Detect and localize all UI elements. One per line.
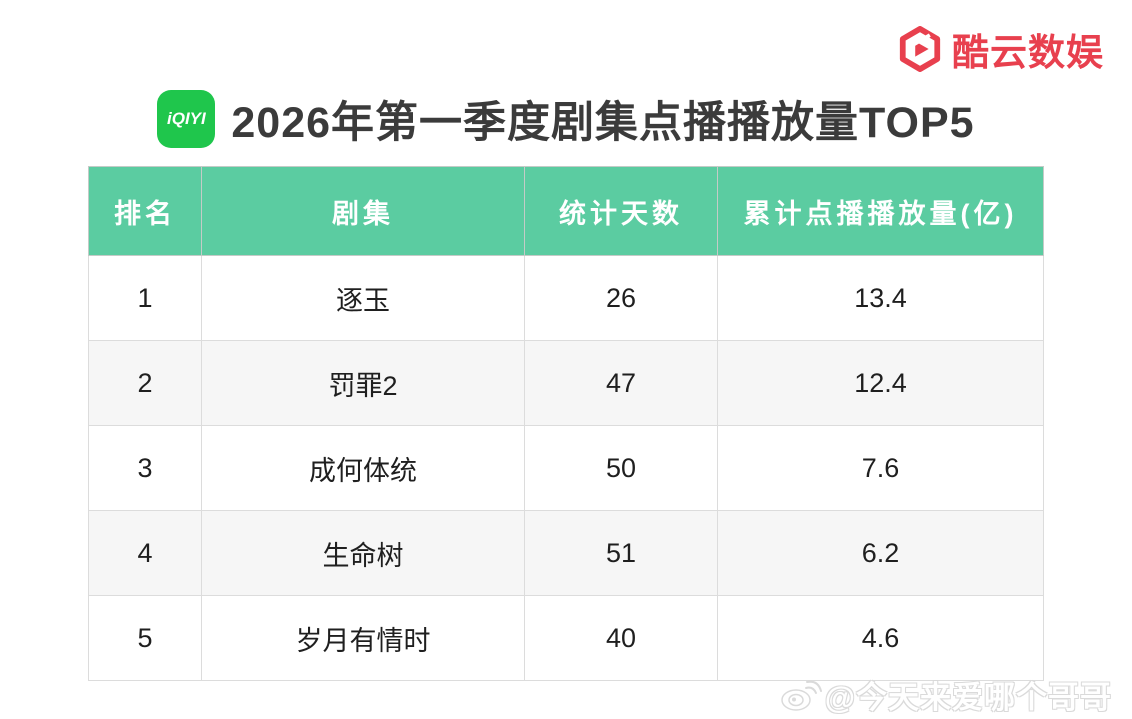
- cell-rank: 4: [88, 510, 202, 596]
- table-row: 2 罚罪2 47 12.4: [88, 340, 1044, 426]
- cell-views: 7.6: [717, 425, 1044, 511]
- table-header: 排名 剧集 统计天数 累计点播播放量(亿): [88, 166, 1044, 256]
- table-row: 1 逐玉 26 13.4: [88, 255, 1044, 341]
- watermark-text: @今天来爱哪个哥哥: [824, 680, 1112, 715]
- col-header-title: 剧集: [201, 166, 525, 256]
- table-header-row: 排名 剧集 统计天数 累计点播播放量(亿): [88, 166, 1044, 256]
- cell-rank: 1: [88, 255, 202, 341]
- iqiyi-logo: iQIYI: [157, 90, 216, 148]
- cell-rank: 5: [88, 595, 202, 681]
- col-header-days: 统计天数: [524, 166, 718, 256]
- kuyun-brand: 酷云数娱: [897, 22, 1104, 76]
- cell-days: 50: [524, 425, 718, 511]
- cell-days: 26: [524, 255, 718, 341]
- cell-views: 12.4: [717, 340, 1044, 426]
- cell-title: 成何体统: [201, 425, 525, 511]
- col-header-views: 累计点播播放量(亿): [717, 166, 1044, 256]
- kuyun-hexagon-play-icon: [899, 26, 941, 72]
- weibo-icon: [781, 680, 822, 711]
- cell-views: 4.6: [717, 595, 1044, 681]
- cell-rank: 3: [88, 425, 202, 511]
- cell-title: 岁月有情时: [201, 595, 525, 681]
- title-row: iQIYI 2026年第一季度剧集点播播放量TOP5: [0, 88, 1132, 150]
- page-title: 2026年第一季度剧集点播播放量TOP5: [231, 99, 975, 147]
- cell-days: 51: [524, 510, 718, 596]
- cell-days: 40: [524, 595, 718, 681]
- cell-rank: 2: [88, 340, 202, 426]
- cell-views: 6.2: [717, 510, 1044, 596]
- cell-views: 13.4: [717, 255, 1044, 341]
- cell-title: 生命树: [201, 510, 525, 596]
- watermark: @今天来爱哪个哥哥: [780, 672, 1112, 717]
- cell-days: 47: [524, 340, 718, 426]
- brand-name: 酷云数娱: [952, 32, 1104, 73]
- cell-title: 逐玉: [201, 255, 525, 341]
- table-row: 5 岁月有情时 40 4.6: [88, 595, 1044, 681]
- iqiyi-logo-text: iQIYI: [167, 109, 206, 128]
- cell-title: 罚罪2: [201, 340, 525, 426]
- table-body: 1 逐玉 26 13.4 2 罚罪2 47 12.4 3 成何体统 50 7.6…: [88, 255, 1044, 681]
- ranking-table: 排名 剧集 统计天数 累计点播播放量(亿) 1 逐玉 26 13.4 2 罚罪2…: [88, 166, 1044, 681]
- table-row: 3 成何体统 50 7.6: [88, 425, 1044, 511]
- table-row: 4 生命树 51 6.2: [88, 510, 1044, 596]
- col-header-rank: 排名: [88, 166, 202, 256]
